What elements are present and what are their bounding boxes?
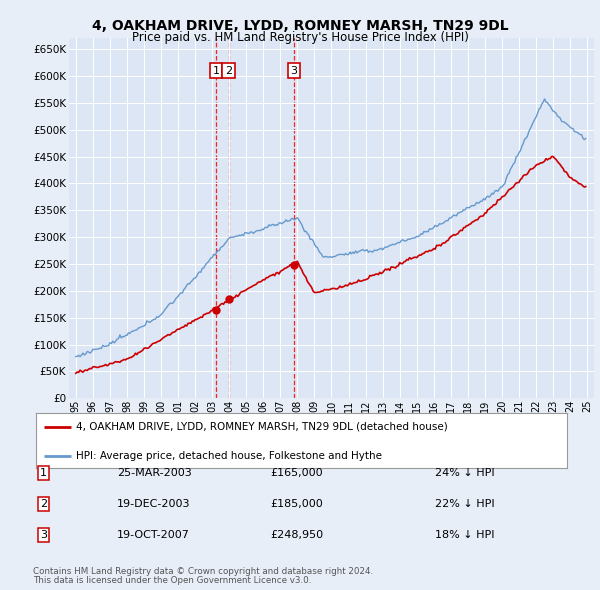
Text: 22% ↓ HPI: 22% ↓ HPI — [435, 499, 495, 509]
Text: 3: 3 — [40, 530, 47, 539]
Text: 18% ↓ HPI: 18% ↓ HPI — [435, 530, 495, 539]
Text: £185,000: £185,000 — [271, 499, 323, 509]
Text: Price paid vs. HM Land Registry's House Price Index (HPI): Price paid vs. HM Land Registry's House … — [131, 31, 469, 44]
Text: 24% ↓ HPI: 24% ↓ HPI — [435, 468, 495, 478]
Text: 2: 2 — [40, 499, 47, 509]
Text: 4, OAKHAM DRIVE, LYDD, ROMNEY MARSH, TN29 9DL (detached house): 4, OAKHAM DRIVE, LYDD, ROMNEY MARSH, TN2… — [76, 422, 448, 432]
Text: Contains HM Land Registry data © Crown copyright and database right 2024.: Contains HM Land Registry data © Crown c… — [33, 567, 373, 576]
Text: 4, OAKHAM DRIVE, LYDD, ROMNEY MARSH, TN29 9DL: 4, OAKHAM DRIVE, LYDD, ROMNEY MARSH, TN2… — [92, 19, 508, 34]
Text: 19-OCT-2007: 19-OCT-2007 — [117, 530, 190, 539]
Text: 19-DEC-2003: 19-DEC-2003 — [117, 499, 191, 509]
Text: £248,950: £248,950 — [271, 530, 323, 539]
Text: £165,000: £165,000 — [271, 468, 323, 478]
Text: 1: 1 — [212, 65, 220, 76]
Text: HPI: Average price, detached house, Folkestone and Hythe: HPI: Average price, detached house, Folk… — [76, 451, 382, 461]
Text: 25-MAR-2003: 25-MAR-2003 — [117, 468, 192, 478]
Text: This data is licensed under the Open Government Licence v3.0.: This data is licensed under the Open Gov… — [33, 576, 311, 585]
Text: 3: 3 — [290, 65, 298, 76]
Text: 1: 1 — [40, 468, 47, 478]
Text: 2: 2 — [225, 65, 232, 76]
